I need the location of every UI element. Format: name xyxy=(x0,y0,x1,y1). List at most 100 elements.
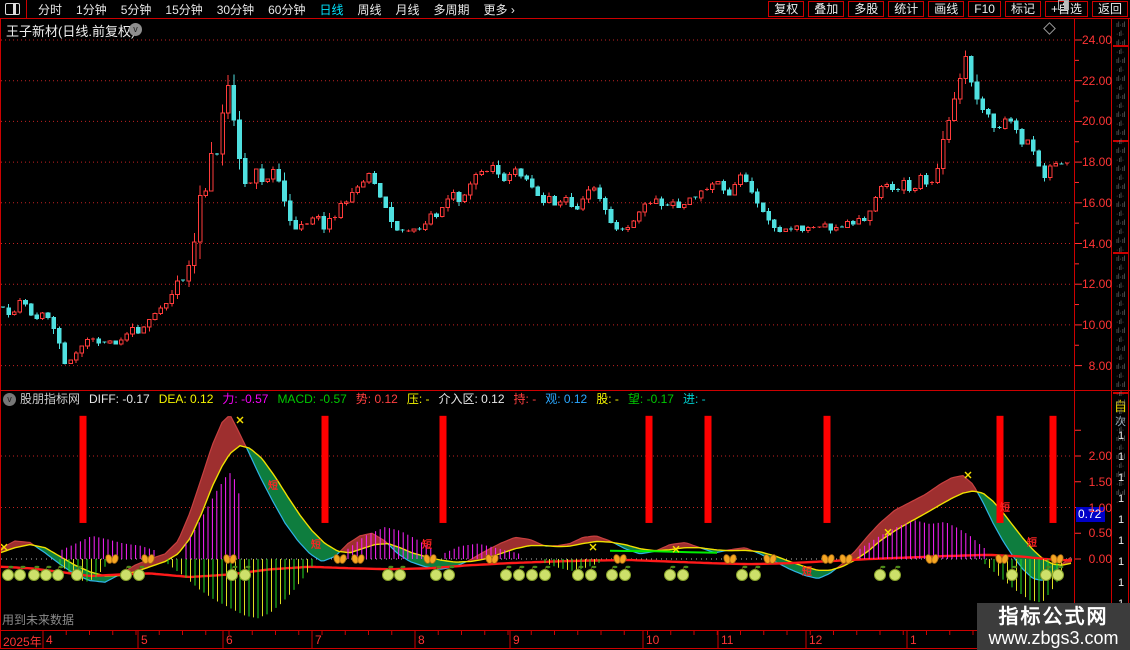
indicator-axis-label-1: 1.50 xyxy=(1088,474,1112,489)
timeline-month-2: 6 xyxy=(226,633,233,647)
strip-glyph-2: 次 xyxy=(1115,416,1126,428)
strip-digit-4: 1 xyxy=(1118,514,1125,526)
timeline-month-3: 7 xyxy=(315,633,322,647)
indicator-field-10: 望: -0.17 xyxy=(627,392,674,406)
apple-icon-14 xyxy=(500,565,512,581)
timeframe-tab-8[interactable]: 月线 xyxy=(395,2,420,17)
top-toolbar: 分时 1分钟 5分钟 15分钟 30分钟 60分钟 日线 周线 月线 多周期 更多 › 复权 叠加 多股… xyxy=(0,0,1130,18)
timeframe-tab-6[interactable]: 日线 xyxy=(319,2,344,17)
apple-icon-21 xyxy=(619,565,631,581)
apple-icon-6 xyxy=(120,565,132,581)
apple-icon-23 xyxy=(677,565,689,581)
hands-icon-13 xyxy=(995,554,1009,564)
signal-bar-0 xyxy=(79,415,87,523)
hands-icon-0 xyxy=(105,554,119,564)
price-axis-label-3: 18.00 xyxy=(1081,155,1112,170)
signal-bar-6 xyxy=(996,415,1004,523)
strip-divider-2 xyxy=(1113,252,1129,254)
toolbar-button-6[interactable]: 标记 xyxy=(1004,1,1041,17)
toolbar-button-5[interactable]: F10 xyxy=(968,1,1001,17)
indicator-axis-label-3: 0.50 xyxy=(1088,526,1112,541)
apple-icon-9 xyxy=(239,565,251,581)
strip-digit-2: 1 xyxy=(1118,472,1125,484)
hands-icon-8 xyxy=(723,554,737,564)
apple-icon-15 xyxy=(513,565,525,581)
indicator-field-9: 股: - xyxy=(596,392,619,406)
hands-icon-1 xyxy=(141,554,155,564)
toolbar-button-4[interactable]: 画线 xyxy=(928,1,965,17)
timeframe-tab-5[interactable]: 60分钟 xyxy=(268,2,306,17)
indicator-header: 股朋指标网 DIFF: -0.17 DEA: 0.12 力: -0.57 MACD: … xyxy=(20,391,706,407)
indicator-field-0: DIFF: -0.17 xyxy=(89,391,150,406)
toolbar-button-2[interactable]: 多股 xyxy=(848,1,885,17)
hands-icon-14 xyxy=(1050,554,1064,564)
strip-divider-3 xyxy=(1113,392,1129,394)
timeframe-tab-1[interactable]: 1分钟 xyxy=(76,2,107,17)
apple-icon-0 xyxy=(2,565,14,581)
price-axis-label-0: 24.00 xyxy=(1081,33,1112,47)
svg-text:短: 短 xyxy=(268,479,278,492)
timeframe-tab-10[interactable]: 更多 › xyxy=(483,2,515,17)
apple-icon-13 xyxy=(443,565,455,581)
price-axis-label-2: 20.00 xyxy=(1081,114,1112,129)
timeframe-tab-4[interactable]: 30分钟 xyxy=(216,2,255,17)
indicator-field-3: MACD: -0.57 xyxy=(277,391,347,406)
chart-title: 王子新材(日线.前复权) xyxy=(6,24,136,39)
hands-icon-3 xyxy=(333,554,347,564)
price-axis-label-7: 10.00 xyxy=(1081,317,1112,332)
apple-icon-8 xyxy=(226,565,238,581)
indicator-field-11: 进: - xyxy=(682,392,706,406)
timeline-year: 2025年 xyxy=(3,635,42,649)
svg-text:短: 短 xyxy=(802,565,812,578)
strip-digit-1: 1 xyxy=(1118,451,1125,463)
indicator-axis-label-2: 1.00 xyxy=(1088,500,1112,515)
apple-icon-24 xyxy=(736,565,748,581)
apple-icon-30 xyxy=(1052,565,1064,581)
indicator-field-1: DEA: 0.12 xyxy=(158,391,214,406)
hands-icon-9 xyxy=(763,554,777,564)
price-axis-label-4: 16.00 xyxy=(1081,195,1112,210)
price-axis-label-1: 22.00 xyxy=(1081,73,1112,88)
timeframe-tab-0[interactable]: 分时 xyxy=(38,2,63,17)
apple-icon-29 xyxy=(1040,565,1052,581)
indicator-field-7: 持: - xyxy=(513,392,537,406)
toolbar-button-1[interactable]: 叠加 xyxy=(808,1,845,17)
timeframe-tabs: 分时 1分钟 5分钟 15分钟 30分钟 60分钟 日线 周线 月线 多周期 更多 › xyxy=(31,0,522,18)
timeframe-tab-2[interactable]: 5分钟 xyxy=(120,2,152,17)
apple-icon-18 xyxy=(572,565,584,581)
right-side-strip[interactable]: 自 次 ıl·ıl·ıl·ıl·ıl·ıl·ıl·ıl·ıl·ıl·ıl·ıl·… xyxy=(1113,19,1129,630)
strip-digit-6: 1 xyxy=(1118,556,1125,568)
timeframe-tab-3[interactable]: 15分钟 xyxy=(165,2,203,17)
apple-icon-25 xyxy=(749,565,761,581)
timeline-month-0: 4 xyxy=(46,633,53,647)
toolbar-button-0[interactable]: 复权 xyxy=(768,1,805,17)
apple-icon-1 xyxy=(14,565,26,581)
hands-icon-5 xyxy=(423,554,437,564)
toolbar-button-3[interactable]: 统计 xyxy=(888,1,925,17)
apple-icon-2 xyxy=(28,565,40,581)
timeline-month-9: 1 xyxy=(910,633,917,647)
panel-layout-icon[interactable] xyxy=(1058,0,1069,10)
strip-digit-5: 1 xyxy=(1118,535,1125,547)
strip-digit-0: 1 xyxy=(1118,430,1125,442)
window-split-icon[interactable] xyxy=(5,3,20,15)
signal-bar-7 xyxy=(1049,415,1057,523)
title-chevron-down-icon[interactable]: v xyxy=(129,23,142,36)
timeframe-tab-9[interactable]: 多周期 xyxy=(433,2,470,17)
indicator-field-6: 介入区: 0.12 xyxy=(438,392,505,406)
timeframe-tab-7[interactable]: 周线 xyxy=(357,2,382,17)
price-axis-label-5: 14.00 xyxy=(1081,236,1112,251)
hands-icon-6 xyxy=(485,554,499,564)
timeline-month-6: 10 xyxy=(646,633,660,647)
signal-bar-4 xyxy=(704,415,712,523)
apple-icon-10 xyxy=(382,565,394,581)
indicator-axis-label-0: 2.00 xyxy=(1088,449,1112,463)
price-axis-label-6: 12.00 xyxy=(1081,277,1112,292)
indicator-collapse-icon[interactable]: v xyxy=(3,393,16,406)
strip-text-noise: ıl·ıl·ıl·ıl·ıl·ıl·ıl·ıl·ıl·ıl·ıl·ıl·ıl·ı… xyxy=(1116,22,1126,506)
price-axis-label-8: 8.00 xyxy=(1088,358,1112,373)
timeline-month-7: 11 xyxy=(721,633,734,647)
apple-icon-7 xyxy=(133,565,145,581)
toolbar-button-8[interactable]: 返回 xyxy=(1091,1,1128,17)
